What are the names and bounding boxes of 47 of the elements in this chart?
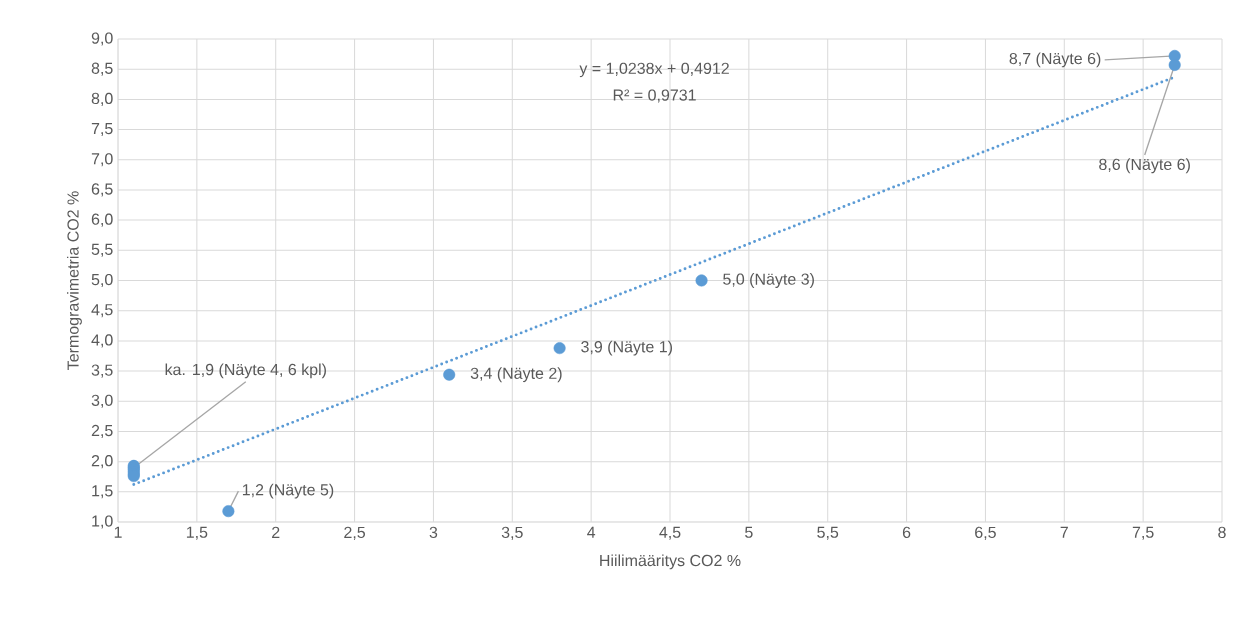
- y-tick-label: 9,0: [91, 32, 113, 46]
- x-tick-label: 7,5: [1132, 526, 1154, 540]
- y-tick-label: 1,5: [92, 485, 113, 499]
- annotation: 8,6 (Näyte 6): [1099, 158, 1190, 174]
- y-tick-label: 8,5: [91, 62, 113, 76]
- annotation: 3,4 (Näyte 2): [470, 367, 562, 383]
- x-tick-label: 4,5: [659, 526, 681, 540]
- y-tick-label: 8,0: [91, 92, 113, 106]
- x-tick-label: 6,5: [975, 526, 996, 540]
- x-tick-label: 8: [1218, 526, 1226, 539]
- y-tick-label: 5,0: [91, 273, 113, 288]
- annotation: 1,2 (Näyte 5): [242, 483, 334, 499]
- x-tick-label: 5: [745, 526, 753, 538]
- annotation: y = 1,0238x + 0,4912: [579, 62, 729, 78]
- y-tick-label: 6,0: [91, 213, 113, 227]
- x-tick-label: 3,5: [501, 526, 523, 540]
- y-tick-label: 4,5: [91, 304, 113, 318]
- annotation: 8,7 (Näyte 6): [1009, 52, 1101, 68]
- annotation: 5,0 (Näyte 3): [723, 273, 814, 288]
- annotation: R² = 0,9731: [613, 89, 696, 103]
- point: [553, 342, 566, 355]
- y-tick-label: 4,0: [91, 334, 113, 348]
- annotation: ka. 1,9 (Näyte 4, 6 kpl): [165, 363, 326, 379]
- x-tick-label: 1,5: [186, 526, 208, 540]
- y-tick-label: 7,5: [91, 123, 113, 137]
- y-tick-label: 3,5: [91, 364, 113, 378]
- y-tick-label: 6,5: [91, 183, 113, 197]
- y-tick-label: 1,0: [92, 515, 113, 529]
- x-tick-label: 3: [429, 526, 438, 539]
- x-tick-label: 5,5: [817, 526, 839, 540]
- point: [695, 274, 708, 287]
- y-tick-label: 3,0: [91, 394, 113, 408]
- x-tick-label: 7: [1060, 526, 1068, 538]
- x-tick-label: 6: [902, 526, 911, 539]
- y-axis-title: Termogravimetria CO2 %: [66, 191, 82, 370]
- point: [222, 505, 235, 518]
- x-axis-title: Hiilimääritys CO2 %: [600, 554, 741, 570]
- y-tick-label: 7,0: [91, 153, 113, 167]
- y-tick-label: 5,5: [91, 243, 113, 257]
- point: [443, 368, 456, 381]
- x-tick-label: 4: [587, 526, 596, 538]
- y-tick-label: 2,5: [91, 424, 113, 439]
- y-tick-label: 2,0: [91, 455, 113, 469]
- x-tick-label: 1: [114, 526, 122, 538]
- annotation: 3,9 (Näyte 1): [581, 340, 672, 356]
- x-tick-label: 2,5: [344, 526, 366, 540]
- x-tick-label: 2: [272, 526, 280, 538]
